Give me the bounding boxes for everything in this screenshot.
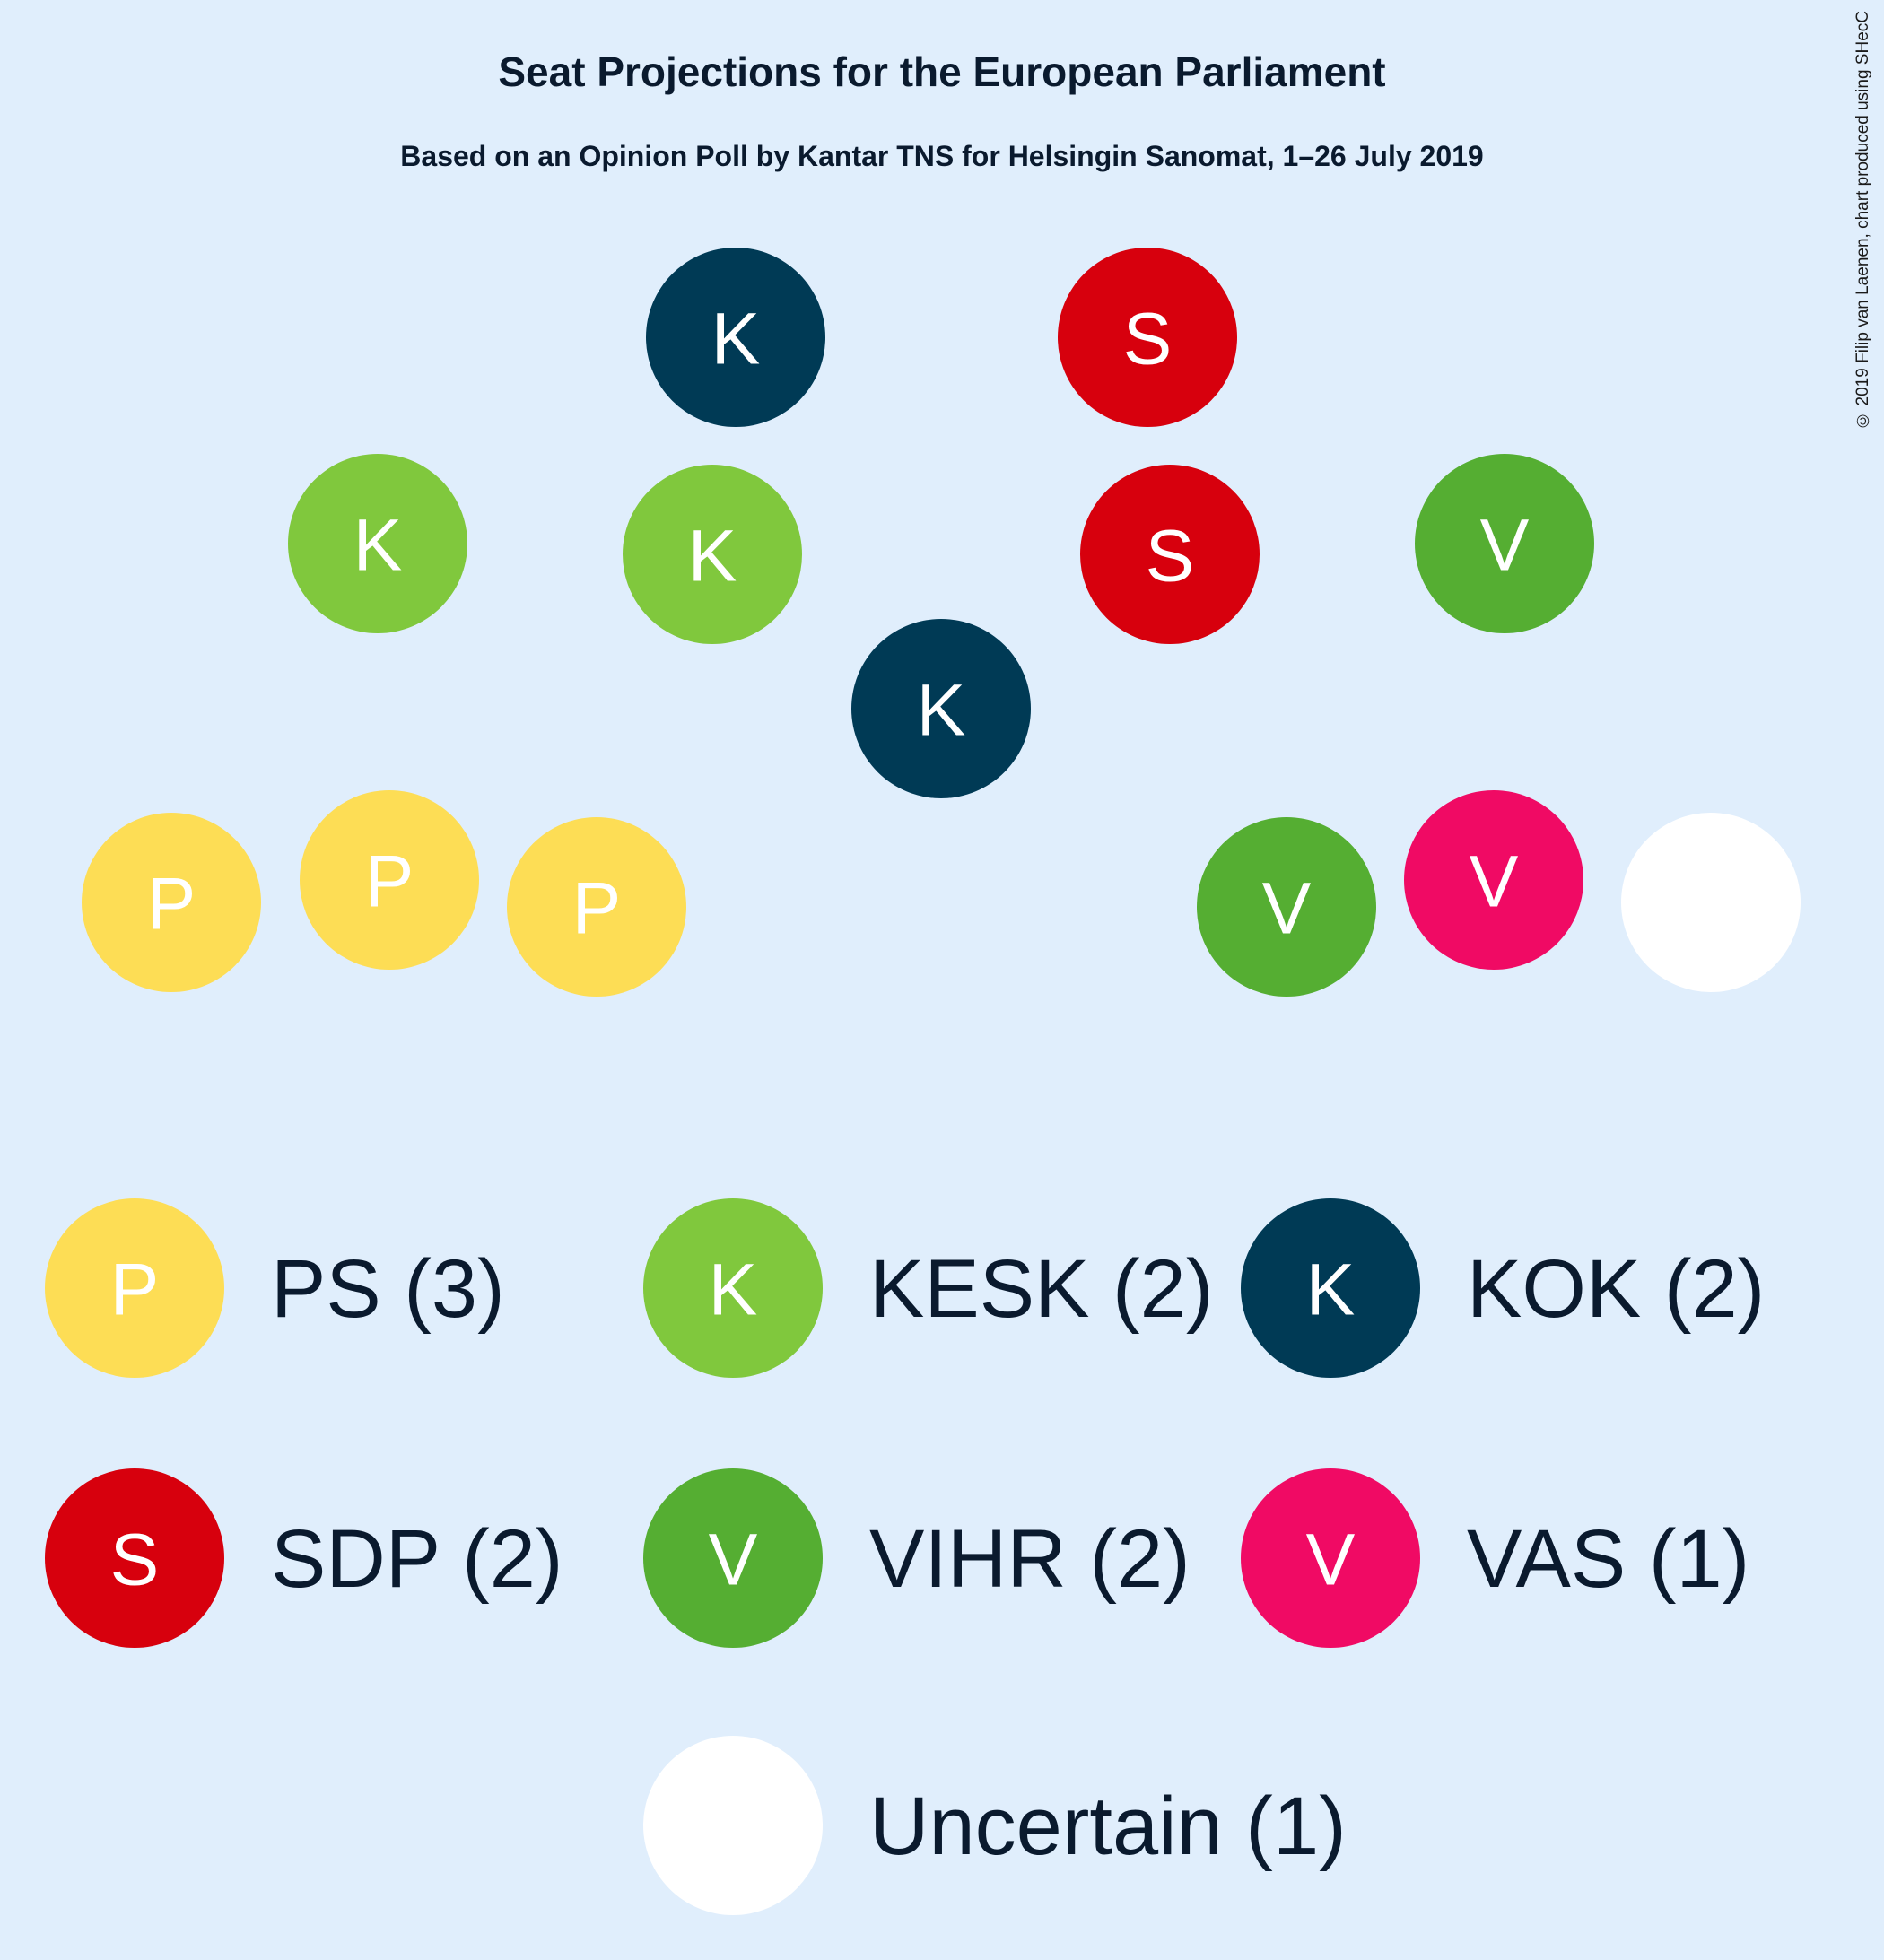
legend-swatch-ps: P — [45, 1198, 224, 1378]
seat-kesk-2: K — [623, 465, 802, 644]
legend-label-ps: PS (3) — [271, 1243, 505, 1335]
legend-swatch-sdp-letter: S — [110, 1520, 160, 1601]
seat-ps-3-letter: P — [572, 868, 622, 950]
legend-swatch-uncertain-circle — [643, 1736, 823, 1915]
legend-item-uncertain: Uncertain (1) — [643, 1736, 1347, 1915]
seat-ps-1: P — [82, 813, 261, 992]
legend-swatch-vihr: V — [643, 1468, 823, 1648]
legend-swatch-kesk-circle — [643, 1198, 823, 1378]
seat-kok-2-circle — [851, 619, 1031, 798]
legend-swatch-vas-circle — [1241, 1468, 1420, 1648]
legend-swatch-vas: V — [1241, 1468, 1420, 1648]
legend-swatch-vihr-letter: V — [709, 1520, 758, 1601]
seat-kesk-1-circle — [288, 454, 467, 633]
seat-vihr-2-letter: V — [1262, 868, 1312, 950]
seat-sdp-2: S — [1080, 465, 1260, 644]
seat-kok-1: K — [646, 248, 825, 427]
legend-swatch-sdp: S — [45, 1468, 224, 1648]
seat-ps-1-letter: P — [147, 864, 196, 945]
legend-label-uncertain: Uncertain (1) — [869, 1781, 1347, 1872]
seat-kok-1-letter: K — [711, 299, 761, 380]
legend-swatch-kesk-letter: K — [709, 1250, 758, 1331]
legend-label-sdp: SDP (2) — [271, 1513, 563, 1605]
seat-ps-1-circle — [82, 813, 261, 992]
seat-ps-2-letter: P — [365, 841, 414, 923]
seat-vihr-2: V — [1197, 817, 1376, 997]
seat-kesk-1: K — [288, 454, 467, 633]
seat-sdp-1: S — [1058, 248, 1237, 427]
seat-vihr-1: V — [1415, 454, 1594, 633]
legend-swatch-ps-circle — [45, 1198, 224, 1378]
legend-label-kok: KOK (2) — [1467, 1243, 1765, 1335]
seat-sdp-1-circle — [1058, 248, 1237, 427]
legend-swatch-kok: K — [1241, 1198, 1420, 1378]
seat-ps-2-circle — [300, 790, 479, 970]
seat-kesk-1-letter: K — [353, 505, 403, 587]
legend: P PS (3) K KESK (2) K KOK (2) S SDP (2) V VIHR (2… — [45, 1198, 1765, 1915]
seat-vihr-1-circle — [1415, 454, 1594, 633]
credit-text: © 2019 Filip van Laenen, chart produced … — [1853, 11, 1872, 430]
seat-vihr-2-circle — [1197, 817, 1376, 997]
seat-ps-3-circle — [507, 817, 686, 997]
seat-kesk-2-circle — [623, 465, 802, 644]
seat-kok-1-circle — [646, 248, 825, 427]
legend-label-kesk: KESK (2) — [869, 1243, 1213, 1335]
legend-item-ps: P PS (3) — [45, 1198, 505, 1378]
legend-item-kok: K KOK (2) — [1241, 1198, 1765, 1378]
legend-item-vas: V VAS (1) — [1241, 1468, 1749, 1648]
legend-swatch-kesk: K — [643, 1198, 823, 1378]
legend-item-kesk: K KESK (2) — [643, 1198, 1213, 1378]
seat-vas-1-letter: V — [1470, 841, 1519, 923]
legend-swatch-sdp-circle — [45, 1468, 224, 1648]
legend-swatch-kok-circle — [1241, 1198, 1420, 1378]
legend-label-vihr: VIHR (2) — [869, 1513, 1191, 1605]
seat-kesk-2-letter: K — [688, 516, 737, 597]
legend-swatch-vas-letter: V — [1306, 1520, 1356, 1601]
legend-swatch-vihr-circle — [643, 1468, 823, 1648]
seat-ps-2: P — [300, 790, 479, 970]
seat-ps-3: P — [507, 817, 686, 997]
legend-swatch-kok-letter: K — [1306, 1250, 1356, 1331]
legend-swatch-ps-letter: P — [110, 1250, 160, 1331]
seat-arc: P P P K K K K S S V V V — [82, 248, 1801, 997]
seat-kok-2: K — [851, 619, 1031, 798]
seat-vas-1: V — [1404, 790, 1583, 970]
chart-subtitle: Based on an Opinion Poll by Kantar TNS f… — [400, 140, 1483, 172]
seat-sdp-1-letter: S — [1123, 299, 1173, 380]
chart-title: Seat Projections for the European Parlia… — [498, 48, 1385, 95]
seat-vihr-1-letter: V — [1480, 505, 1530, 587]
seat-uncertain-1 — [1621, 813, 1801, 992]
seat-kok-2-letter: K — [917, 670, 966, 752]
seat-vas-1-circle — [1404, 790, 1583, 970]
legend-item-vihr: V VIHR (2) — [643, 1468, 1191, 1648]
legend-label-vas: VAS (1) — [1467, 1513, 1749, 1605]
seat-sdp-2-circle — [1080, 465, 1260, 644]
seat-sdp-2-letter: S — [1146, 516, 1195, 597]
legend-swatch-uncertain — [643, 1736, 823, 1915]
legend-item-sdp: S SDP (2) — [45, 1468, 563, 1648]
seat-uncertain-1-circle — [1621, 813, 1801, 992]
